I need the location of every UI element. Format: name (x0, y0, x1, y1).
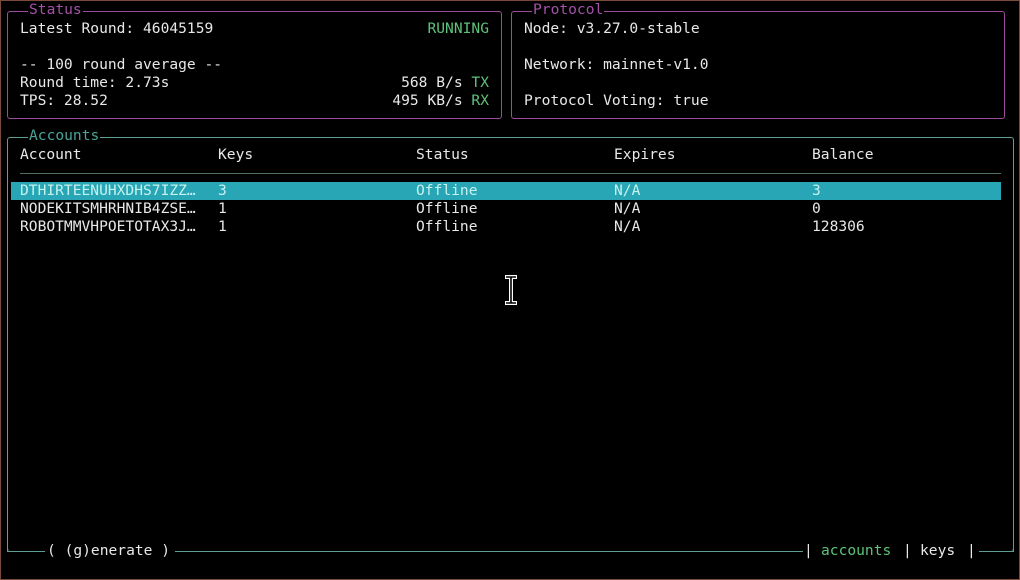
column-header-account[interactable]: Account (20, 146, 82, 163)
column-header-expires[interactable]: Expires (614, 146, 676, 163)
rx-label: RX (471, 92, 489, 109)
panel-border-left (7, 540, 8, 551)
cell-status: Offline (416, 182, 478, 199)
cell-status: Offline (416, 218, 478, 235)
tps: TPS: 28.52 (20, 92, 108, 109)
cell-keys: 3 (218, 182, 227, 199)
tx-rate: 568 B/s TX (401, 74, 489, 92)
cell-expires: N/A (614, 182, 641, 199)
tab-separator: | (967, 542, 976, 559)
cell-keys: 1 (218, 218, 227, 235)
cell-balance: 0 (812, 200, 821, 217)
status-panel: Status Latest Round: 46045159 RUNNING --… (7, 1, 502, 119)
column-header-status[interactable]: Status (416, 146, 469, 163)
accounts-panel: Accounts Account Keys Status Expires Bal… (7, 127, 1014, 551)
footer-line (979, 551, 1014, 552)
tab-separator: | (804, 542, 813, 559)
tab-keys[interactable]: keys (920, 542, 956, 559)
generate-button[interactable]: ( (g)enerate ) (47, 542, 171, 559)
panel-border-right (1013, 540, 1014, 551)
cell-status: Offline (416, 200, 478, 217)
round-time: Round time: 2.73s (20, 74, 170, 91)
cell-balance: 128306 (812, 218, 865, 235)
tab-separator: | (903, 542, 912, 559)
rx-rate: 495 KB/s RX (392, 92, 489, 110)
cell-account: ROBOTMMVHPOETOTAX3J… (20, 218, 196, 235)
cell-keys: 1 (218, 200, 227, 217)
network: Network: mainnet-v1.0 (524, 56, 709, 73)
header-divider (20, 173, 1001, 174)
cell-account: DTHIRTEENUHXDHS7IZZ… (20, 182, 196, 199)
tx-value: 568 B/s (401, 74, 463, 91)
text-cursor-ibeam-icon (505, 275, 517, 305)
protocol-panel: Protocol Node: v3.27.0-stable Network: m… (511, 1, 1005, 119)
footer-line (7, 551, 45, 552)
cell-balance: 3 (812, 182, 821, 199)
node-state-badge: RUNNING (427, 20, 489, 37)
accounts-footer: ( (g)enerate ) | accounts | keys | (7, 542, 1014, 560)
latest-round: Latest Round: 46045159 (20, 20, 214, 37)
cell-expires: N/A (614, 200, 641, 217)
status-panel-title: Status (28, 1, 83, 19)
footer-line (175, 551, 803, 552)
average-header: -- 100 round average -- (20, 56, 223, 73)
rx-value: 495 KB/s (392, 92, 463, 109)
tab-accounts[interactable]: accounts (821, 542, 892, 559)
cell-expires: N/A (614, 218, 641, 235)
node-version: Node: v3.27.0-stable (524, 20, 700, 37)
column-header-keys[interactable]: Keys (218, 146, 254, 163)
column-header-balance[interactable]: Balance (812, 146, 874, 163)
protocol-panel-title: Protocol (532, 1, 605, 19)
cell-account: NODEKITSMHRHNIB4ZSE… (20, 200, 196, 217)
tx-label: TX (471, 74, 489, 91)
accounts-panel-title: Accounts (28, 127, 101, 145)
selected-row-highlight (11, 182, 1001, 200)
protocol-voting: Protocol Voting: true (524, 92, 709, 109)
